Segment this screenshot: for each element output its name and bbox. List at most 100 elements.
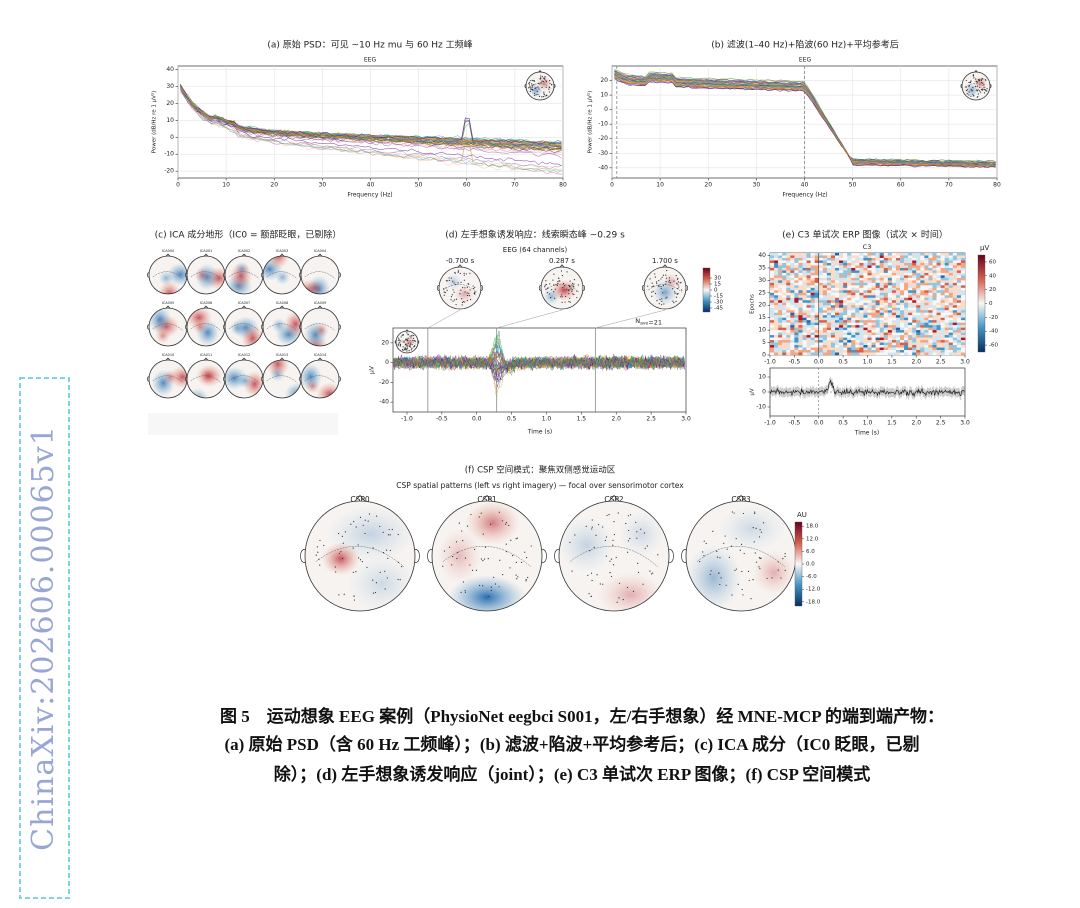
pixel <box>928 282 933 286</box>
pixel <box>871 317 876 321</box>
pixel <box>778 345 783 348</box>
pixel <box>802 312 807 316</box>
pixel <box>826 275 832 279</box>
nose <box>559 264 565 268</box>
pixel <box>855 312 860 316</box>
sensor <box>627 540 629 542</box>
pixel <box>936 300 941 303</box>
sensor <box>455 541 458 543</box>
contour <box>152 323 184 331</box>
pixel <box>770 317 775 321</box>
pixel <box>891 292 897 296</box>
pixel <box>818 257 824 261</box>
pixel <box>940 302 945 306</box>
pixel <box>875 342 880 346</box>
pixel <box>818 322 824 326</box>
sensor <box>398 337 400 339</box>
blob <box>543 288 560 305</box>
pixel <box>778 257 783 261</box>
sensor <box>677 292 679 295</box>
psd-trace <box>614 77 996 168</box>
pixel <box>904 317 909 321</box>
pixel <box>895 300 901 303</box>
pixel <box>798 307 803 311</box>
sensor <box>471 569 474 571</box>
pixel <box>891 352 897 356</box>
sensor <box>399 579 401 581</box>
pixel <box>940 312 945 316</box>
pixel <box>871 350 876 353</box>
pixel <box>948 255 954 259</box>
pixel <box>774 315 779 318</box>
nose <box>279 253 285 257</box>
pixel <box>847 342 852 346</box>
sensor <box>983 88 985 91</box>
sensor <box>409 344 411 346</box>
pixel <box>859 310 864 313</box>
pixel <box>859 332 864 336</box>
topomap <box>681 494 801 612</box>
sensor <box>731 594 733 596</box>
pixel <box>863 325 868 328</box>
sensor <box>660 304 663 306</box>
pixel <box>960 322 966 326</box>
pixel <box>944 330 949 333</box>
pixel <box>770 255 775 259</box>
pixel <box>960 275 966 279</box>
psd-trace <box>180 91 562 172</box>
sensor <box>399 343 402 345</box>
pixel <box>912 342 917 346</box>
sensor <box>482 560 484 562</box>
pixel <box>826 347 832 351</box>
pixel <box>928 255 933 259</box>
pixel <box>790 332 795 336</box>
pixel <box>863 287 868 291</box>
pixel <box>960 292 966 296</box>
pixel <box>904 285 909 289</box>
pixel <box>920 270 925 274</box>
pixel <box>920 275 925 279</box>
pixel <box>814 327 819 331</box>
sensor <box>464 301 466 303</box>
pixel <box>920 345 925 348</box>
x-tick-label: 1.5 <box>887 359 897 366</box>
pixel <box>806 350 811 353</box>
sensor <box>632 590 635 592</box>
sensor <box>604 539 606 542</box>
pixel <box>835 305 840 308</box>
pixel <box>904 297 909 301</box>
pixel <box>798 287 803 291</box>
pixel <box>770 350 775 353</box>
sensor <box>405 345 407 347</box>
pixel <box>806 282 811 286</box>
pixel <box>932 292 937 296</box>
pixel <box>826 317 832 321</box>
sensor <box>665 281 667 283</box>
topomap <box>299 253 341 295</box>
pixel <box>790 302 795 306</box>
nose <box>662 264 668 268</box>
pixel <box>895 255 901 259</box>
pixel <box>944 345 949 348</box>
sensor <box>629 537 631 540</box>
ear <box>960 83 963 89</box>
pixel <box>863 275 868 279</box>
topomap <box>524 70 556 101</box>
pixel <box>855 302 860 306</box>
sensor <box>352 571 354 573</box>
sensor <box>733 512 735 514</box>
pixel <box>863 253 868 256</box>
pixel <box>867 350 872 353</box>
blob <box>284 310 301 338</box>
pixel <box>826 265 832 269</box>
x-tick-label: 0 <box>176 182 180 189</box>
pixel <box>843 352 848 356</box>
pixel <box>936 292 941 296</box>
pixel <box>839 352 844 356</box>
pixel <box>855 262 860 266</box>
pixel <box>855 317 860 321</box>
sensor <box>977 89 979 91</box>
pixel <box>790 350 795 353</box>
sensor <box>323 544 325 547</box>
pixel <box>814 272 819 276</box>
